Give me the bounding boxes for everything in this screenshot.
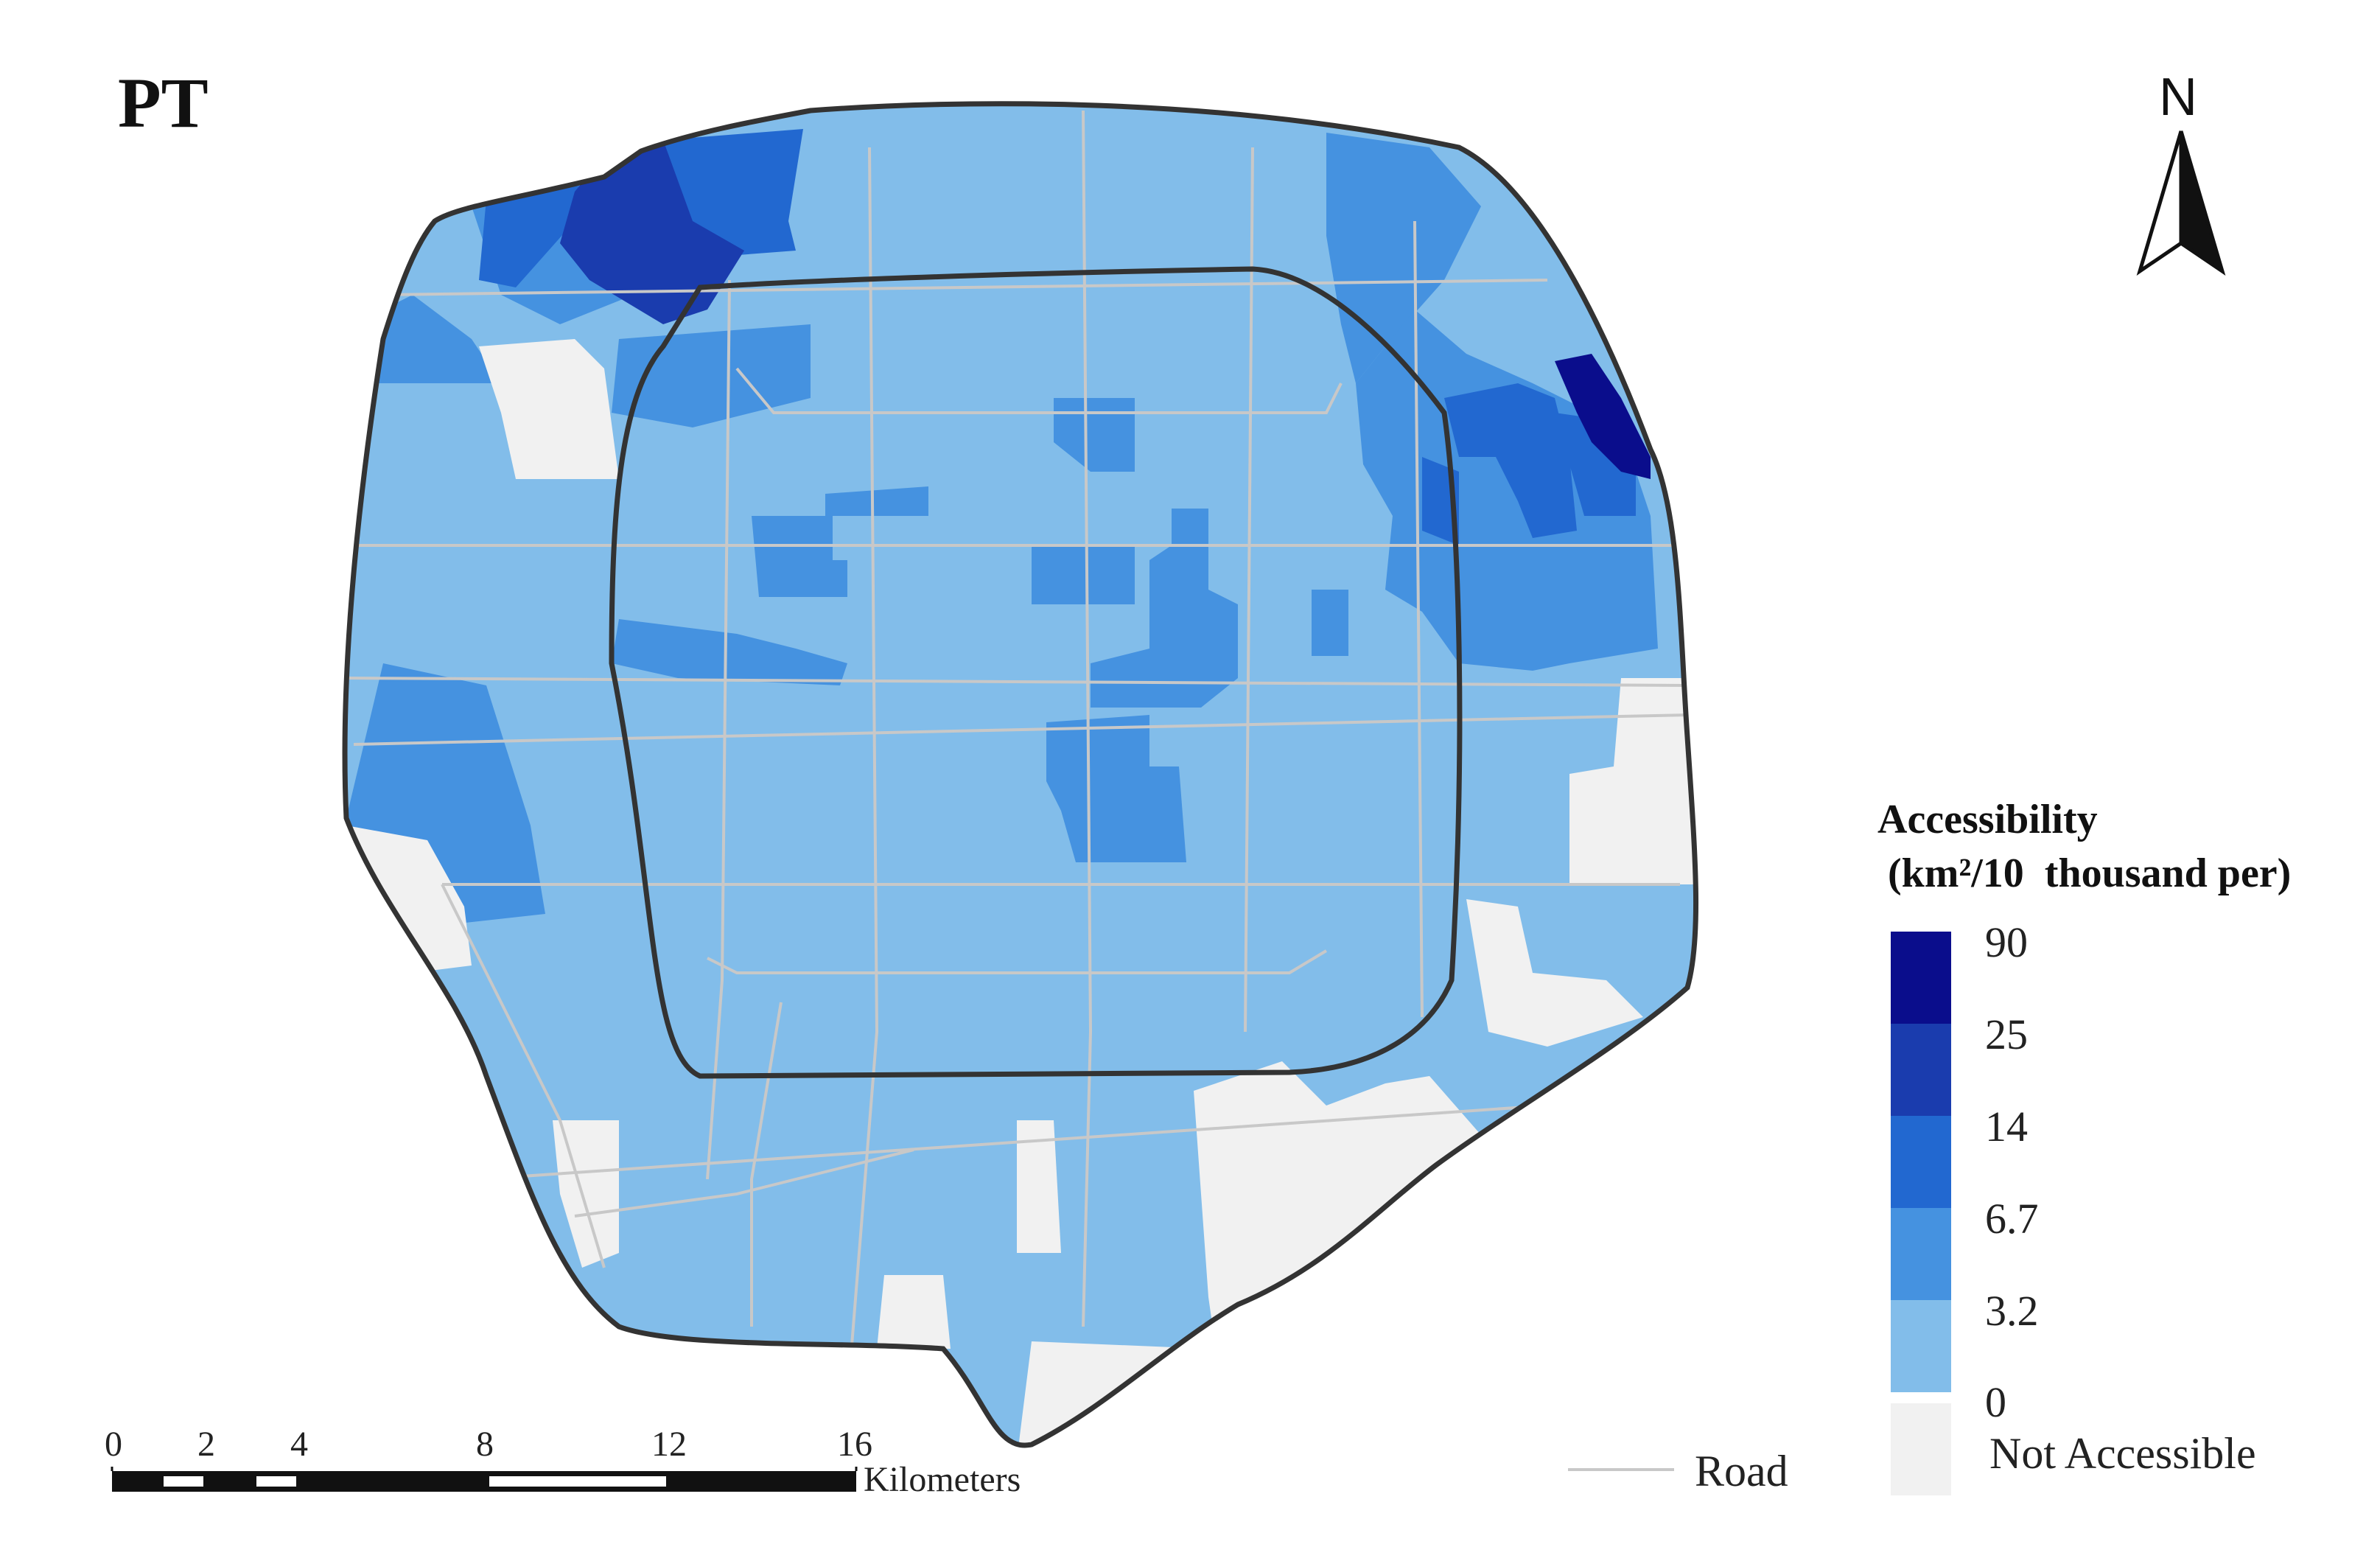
north-arrow-icon bbox=[2136, 130, 2226, 276]
north-label: N bbox=[2159, 68, 2197, 127]
outer-ring-boundary bbox=[342, 101, 1699, 1448]
zone-class-4 bbox=[1091, 509, 1238, 708]
scale-bar-segment bbox=[256, 1476, 296, 1487]
scale-bar-segment bbox=[164, 1476, 203, 1487]
legend-title: Accessibility (km²/10 thousand per) bbox=[1877, 793, 2291, 901]
scale-bar-frame bbox=[112, 1471, 856, 1492]
not-accessible-area bbox=[877, 1275, 951, 1349]
accessibility-zones bbox=[345, 103, 1696, 1445]
inner-ring-boundary bbox=[609, 266, 1463, 1079]
zone-class-4 bbox=[1105, 766, 1186, 862]
legend-tick-label: 90 bbox=[1985, 918, 2028, 966]
zone-class-3 bbox=[479, 184, 589, 287]
scale-bar-segment bbox=[489, 1476, 666, 1487]
road-line bbox=[353, 713, 1688, 746]
legend-title-line1: Accessibility bbox=[1877, 797, 2098, 842]
scale-tick-label: 16 bbox=[837, 1425, 872, 1464]
road-network bbox=[346, 110, 1688, 1401]
road-line bbox=[707, 949, 1328, 974]
road-line bbox=[706, 279, 731, 1180]
scale-tick-label: 8 bbox=[476, 1425, 494, 1464]
not-accessible-area bbox=[479, 339, 619, 479]
zone-class-1 bbox=[1555, 354, 1651, 479]
legend-tick-label: 6.7 bbox=[1985, 1195, 2039, 1243]
scale-bar bbox=[111, 1467, 858, 1492]
not-accessible-area bbox=[1466, 899, 1643, 1047]
road-line bbox=[346, 677, 1688, 687]
zone-class-4 bbox=[612, 619, 847, 685]
legend-tick-label: 3.2 bbox=[1985, 1287, 2039, 1335]
not-accessible-area bbox=[553, 1120, 619, 1268]
zone-class-4 bbox=[1326, 133, 1481, 383]
not-accessible-area bbox=[1569, 678, 1695, 884]
not-accessible-area bbox=[1017, 1120, 1061, 1253]
road-line bbox=[574, 1148, 914, 1218]
zone-class-4 bbox=[825, 486, 928, 516]
road-line bbox=[735, 367, 1343, 414]
road-line bbox=[441, 884, 606, 1268]
legend-road-label: Road bbox=[1695, 1447, 1788, 1495]
scale-tick-label: 2 bbox=[197, 1425, 215, 1464]
zone-class-4 bbox=[368, 295, 501, 383]
legend-not-accessible-label: Not Accessible bbox=[1989, 1429, 2256, 1478]
legend-color-ramp bbox=[1891, 932, 1951, 1392]
legend-swatch-class-2 bbox=[1891, 1024, 1951, 1116]
scale-tick-label: 12 bbox=[651, 1425, 687, 1464]
legend-swatch-not-accessible bbox=[1891, 1403, 1951, 1495]
road-line bbox=[846, 147, 879, 1401]
zone-class-4 bbox=[752, 516, 847, 597]
legend-tick-label: 14 bbox=[1985, 1103, 2028, 1150]
road-line bbox=[1413, 220, 1424, 1018]
road-line bbox=[478, 1104, 1548, 1181]
legend-swatch-class-4 bbox=[1891, 1208, 1951, 1300]
scale-unit-label: Kilometers bbox=[864, 1460, 1021, 1499]
road-line bbox=[750, 1002, 783, 1327]
road-line bbox=[1244, 147, 1254, 1033]
not-accessible-area bbox=[1017, 1341, 1208, 1445]
legend-swatch-class-1 bbox=[1891, 932, 1951, 1024]
legend-tick-label: 25 bbox=[1985, 1010, 2028, 1058]
zone-class-4 bbox=[1032, 545, 1135, 604]
panel-title: PT bbox=[118, 63, 209, 142]
zone-class-4 bbox=[1312, 590, 1348, 656]
legend-title-line2: (km²/10 thousand per) bbox=[1877, 850, 2292, 896]
zone-class-3 bbox=[1444, 383, 1577, 538]
legend-tick-label: 0 bbox=[1985, 1378, 2006, 1426]
legend-swatch-class-3 bbox=[1891, 1116, 1951, 1208]
scale-tick-label: 4 bbox=[290, 1425, 308, 1464]
scale-tick-label: 0 bbox=[105, 1425, 122, 1464]
legend-swatch-class-5 bbox=[1891, 1300, 1951, 1392]
road-line bbox=[1082, 110, 1093, 1327]
zone-class-4 bbox=[1054, 398, 1135, 472]
zone-class-2 bbox=[560, 140, 744, 324]
zone-class-4 bbox=[1046, 715, 1149, 862]
not-accessible-area bbox=[1194, 1061, 1481, 1349]
road-line bbox=[382, 279, 1548, 296]
